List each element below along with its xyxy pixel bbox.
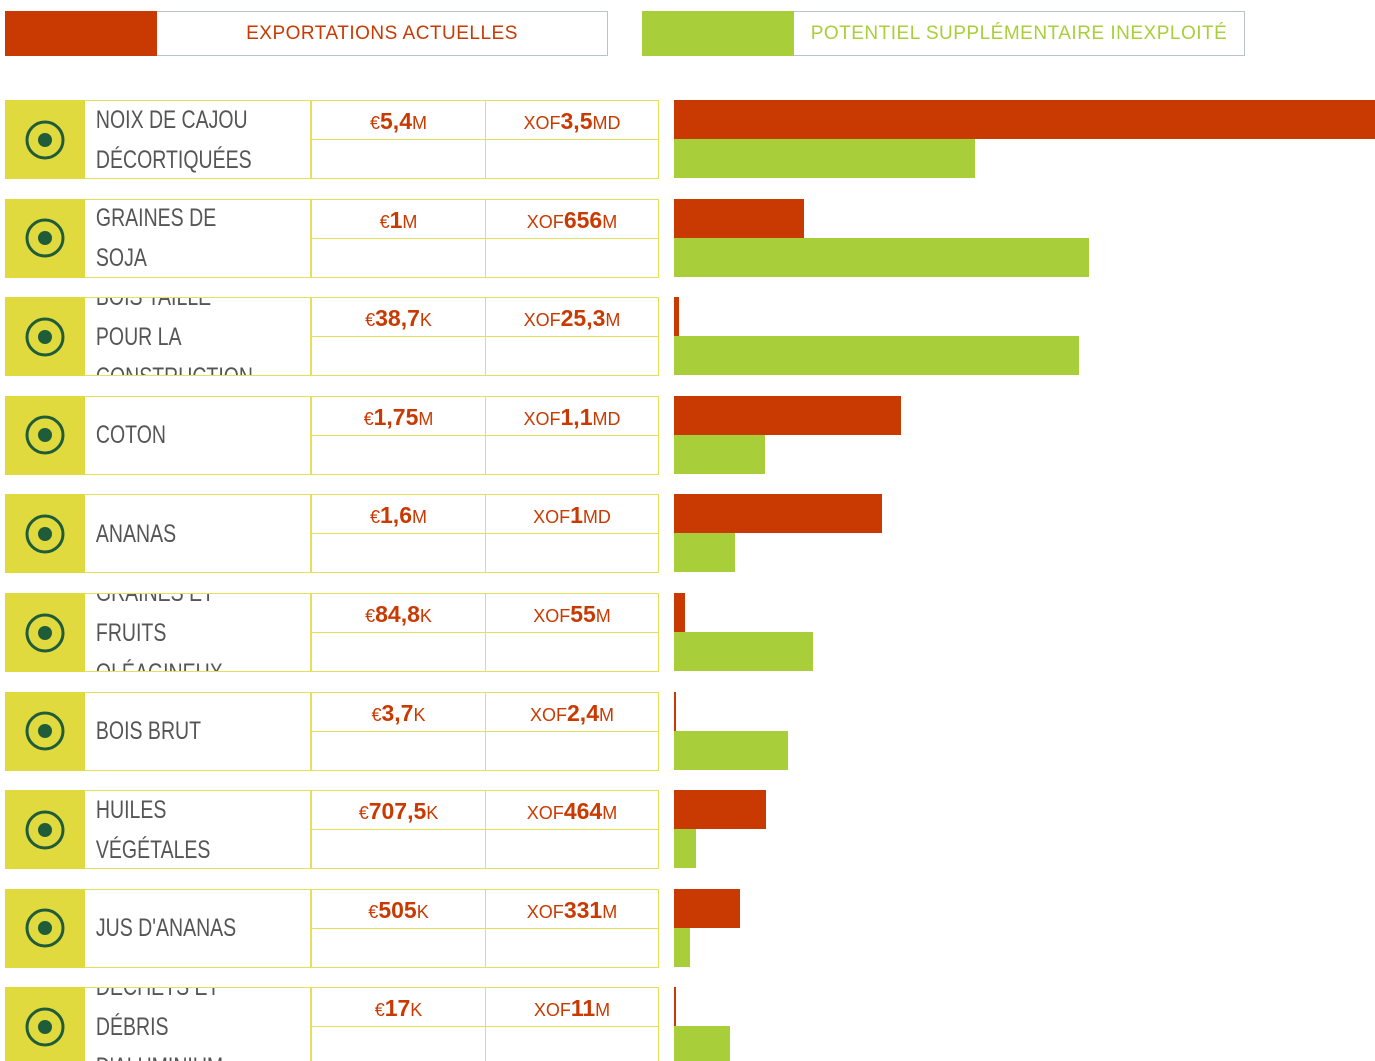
legend-item: EXPORTATIONS ACTUELLES (5, 11, 608, 56)
bar (674, 593, 685, 632)
xof-value: XOF2,4M (485, 691, 659, 732)
eur-value: €38,7K (311, 297, 486, 338)
eur-value: €5,4M (311, 100, 486, 140)
xof-value: XOF331M (485, 888, 659, 929)
icon (5, 494, 85, 574)
bar (674, 395, 902, 435)
category-cell: COTON (85, 395, 311, 475)
bar (674, 888, 740, 928)
empty-cell (485, 336, 659, 377)
empty-cell (311, 237, 486, 278)
empty-cell (311, 829, 486, 870)
icon (5, 198, 85, 278)
category-label: NOIX DE CAJOU DÉCORTIQUÉES (95, 105, 252, 174)
empty-cell (311, 533, 486, 574)
icon (5, 593, 85, 672)
bar (674, 336, 1080, 376)
category-cell: ANANAS (85, 494, 311, 574)
category-label: HUILES VÉGÉTALES (95, 795, 211, 864)
xof-value: XOF1MD (485, 494, 659, 535)
category-cell: JUS D'ANANAS (85, 888, 311, 968)
bar (674, 100, 1375, 139)
empty-cell (485, 632, 659, 672)
eur-value: €3,7K (311, 691, 486, 732)
bar (674, 632, 813, 671)
legend-swatch (5, 11, 157, 56)
category-cell: GRAINES ET FRUITS OLÉAGINEUX (85, 593, 311, 672)
category-label: GRAINES DE SOJA (95, 204, 217, 273)
legend-label: EXPORTATIONS ACTUELLES (246, 23, 518, 44)
xof-value: XOF55M (485, 593, 659, 633)
icon (5, 691, 85, 771)
bar (674, 691, 676, 731)
empty-cell (485, 730, 659, 771)
category-cell: HUILES VÉGÉTALES (85, 790, 311, 870)
eur-value: €84,8K (311, 593, 486, 633)
category-cell: DÉCHETS ET DÉBRIS D'ALUMINIUM (85, 987, 311, 1061)
bar (674, 790, 766, 830)
category-label: ANANAS (95, 519, 177, 548)
empty-cell (485, 139, 659, 179)
xof-value: XOF464M (485, 790, 659, 831)
empty-cell (311, 730, 486, 771)
bar (674, 237, 1090, 277)
icon (5, 297, 85, 377)
category-label: JUS D'ANANAS (95, 914, 237, 943)
icon (5, 888, 85, 968)
category-label: DÉCHETS ET DÉBRIS D'ALUMINIUM (95, 988, 223, 1061)
legend-swatch (642, 11, 794, 56)
icon (5, 790, 85, 870)
eur-value: €17K (311, 987, 486, 1028)
xof-value: XOF3,5MD (485, 100, 659, 140)
bar (674, 730, 789, 770)
empty-cell (311, 927, 486, 968)
xof-value: XOF25,3M (485, 297, 659, 338)
empty-cell (485, 927, 659, 968)
bar (674, 1026, 730, 1061)
category-cell: BOIS BRUT (85, 691, 311, 771)
eur-value: €1M (311, 198, 486, 239)
eur-value: €707,5K (311, 790, 486, 831)
icon (5, 987, 85, 1061)
category-cell: BOIS TAILLÉ POUR LA CONSTRUCTION (85, 297, 311, 377)
bar (674, 927, 690, 967)
empty-cell (311, 336, 486, 377)
empty-cell (311, 434, 486, 475)
eur-value: €1,75M (311, 395, 486, 436)
bar (674, 987, 677, 1027)
bar (674, 297, 680, 337)
category-cell: NOIX DE CAJOU DÉCORTIQUÉES (85, 100, 311, 179)
empty-cell (485, 829, 659, 870)
legend-item: POTENTIEL SUPPLÉMENTAIRE INEXPLOITÉ (642, 11, 1245, 56)
empty-cell (311, 632, 486, 672)
category-label: COTON (95, 421, 166, 450)
legend-label: POTENTIEL SUPPLÉMENTAIRE INEXPLOITÉ (810, 23, 1228, 44)
icon (5, 100, 85, 179)
bar (674, 198, 804, 238)
empty-cell (485, 237, 659, 278)
category-label: BOIS BRUT (95, 717, 202, 746)
eur-value: €505K (311, 888, 486, 929)
category-cell: GRAINES DE SOJA (85, 198, 311, 278)
eur-value: €1,6M (311, 494, 486, 535)
empty-cell (485, 434, 659, 475)
bar (674, 829, 697, 869)
xof-value: XOF656M (485, 198, 659, 239)
xof-value: XOF11M (485, 987, 659, 1028)
empty-cell (311, 1026, 486, 1061)
empty-cell (311, 139, 486, 179)
xof-value: XOF1,1MD (485, 395, 659, 436)
bar (674, 139, 976, 178)
bar (674, 434, 765, 474)
bar (674, 533, 735, 573)
bar (674, 494, 882, 534)
category-label: GRAINES ET FRUITS OLÉAGINEUX (95, 594, 223, 671)
icon (5, 395, 85, 475)
empty-cell (485, 533, 659, 574)
category-label: BOIS TAILLÉ POUR LA CONSTRUCTION (95, 298, 253, 375)
empty-cell (485, 1026, 659, 1061)
